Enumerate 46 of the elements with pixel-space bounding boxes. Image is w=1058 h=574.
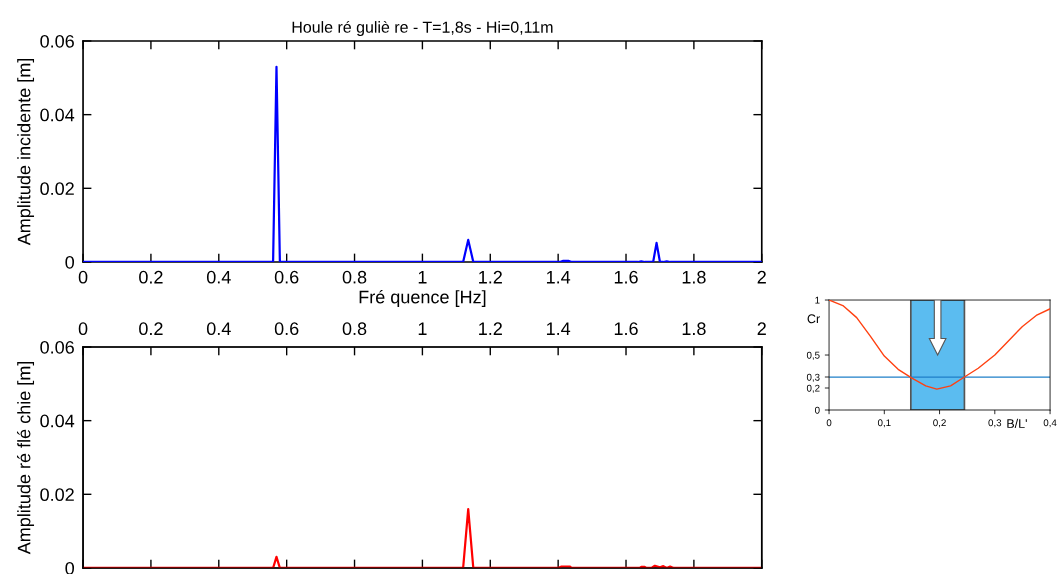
x-tick-label: 0,3 [988, 419, 1002, 428]
chart-title: Houle ré guliè re - T=1,8s - Hi=0,11m [292, 20, 553, 36]
x-tick-label: 0.4 [206, 270, 231, 284]
x2-tick-label: 1 [418, 322, 427, 335]
x-tick-label: 0.6 [274, 270, 299, 284]
x-tick-label: 0 [78, 270, 88, 284]
x2-tick-label: 1.8 [682, 322, 706, 336]
y-tick-label: 0,3 [806, 373, 820, 382]
x-tick-label: 0.8 [342, 270, 367, 284]
y-tick-label: 0 [65, 255, 75, 269]
y-tick-label: 0,2 [806, 384, 820, 393]
x-axis-title: Fré quence [Hz] [359, 289, 486, 307]
x2-tick-label: 0 [78, 322, 88, 336]
x2-tick-label: 0.6 [274, 322, 299, 336]
y-tick-label: 0.02 [40, 182, 74, 196]
x2-tick-label: 1.6 [614, 322, 638, 336]
x2-tick-label: 1.4 [546, 322, 571, 335]
x-tick-label: 1.8 [682, 270, 706, 284]
x-tick-label: 1.4 [546, 270, 571, 284]
x-tick-label: 1 [418, 270, 427, 284]
x-tick-label: 0,2 [933, 419, 946, 428]
x-tick-label: 0 [826, 419, 832, 427]
x2-tick-label: 0.4 [206, 322, 231, 336]
x-axis-title: B/L' [1007, 418, 1027, 428]
y-tick-label: 0.04 [40, 108, 75, 122]
y-axis-title: Amplitude incidente [m] [17, 58, 35, 246]
x2-tick-label: 1.2 [479, 322, 502, 335]
x-tick-label: 1.2 [479, 270, 502, 284]
y-tick-label: 0 [65, 561, 75, 574]
x-tick-label: 0,4 [1043, 419, 1057, 428]
x2-tick-label: 2 [757, 322, 766, 335]
y-tick-label: 0.06 [40, 340, 74, 354]
y-axis-title: Cr [807, 314, 820, 324]
x-tick-label: 2 [757, 270, 766, 284]
y-tick-label: 0,5 [806, 351, 820, 360]
x-tick-label: 0,1 [877, 419, 891, 428]
y-tick-label: 0.02 [40, 488, 74, 502]
x-tick-label: 1.6 [614, 270, 638, 284]
x2-tick-label: 0.2 [139, 322, 163, 336]
y-tick-label: 0.06 [40, 34, 74, 48]
x2-tick-label: 0.8 [342, 322, 367, 336]
x-tick-label: 0.2 [139, 270, 163, 284]
y-tick-label: 1 [815, 296, 820, 304]
y-axis-title: Amplitude ré flé chie [m] [16, 361, 35, 555]
y-tick-label: 0 [814, 406, 820, 414]
y-tick-label: 0.04 [40, 414, 75, 428]
